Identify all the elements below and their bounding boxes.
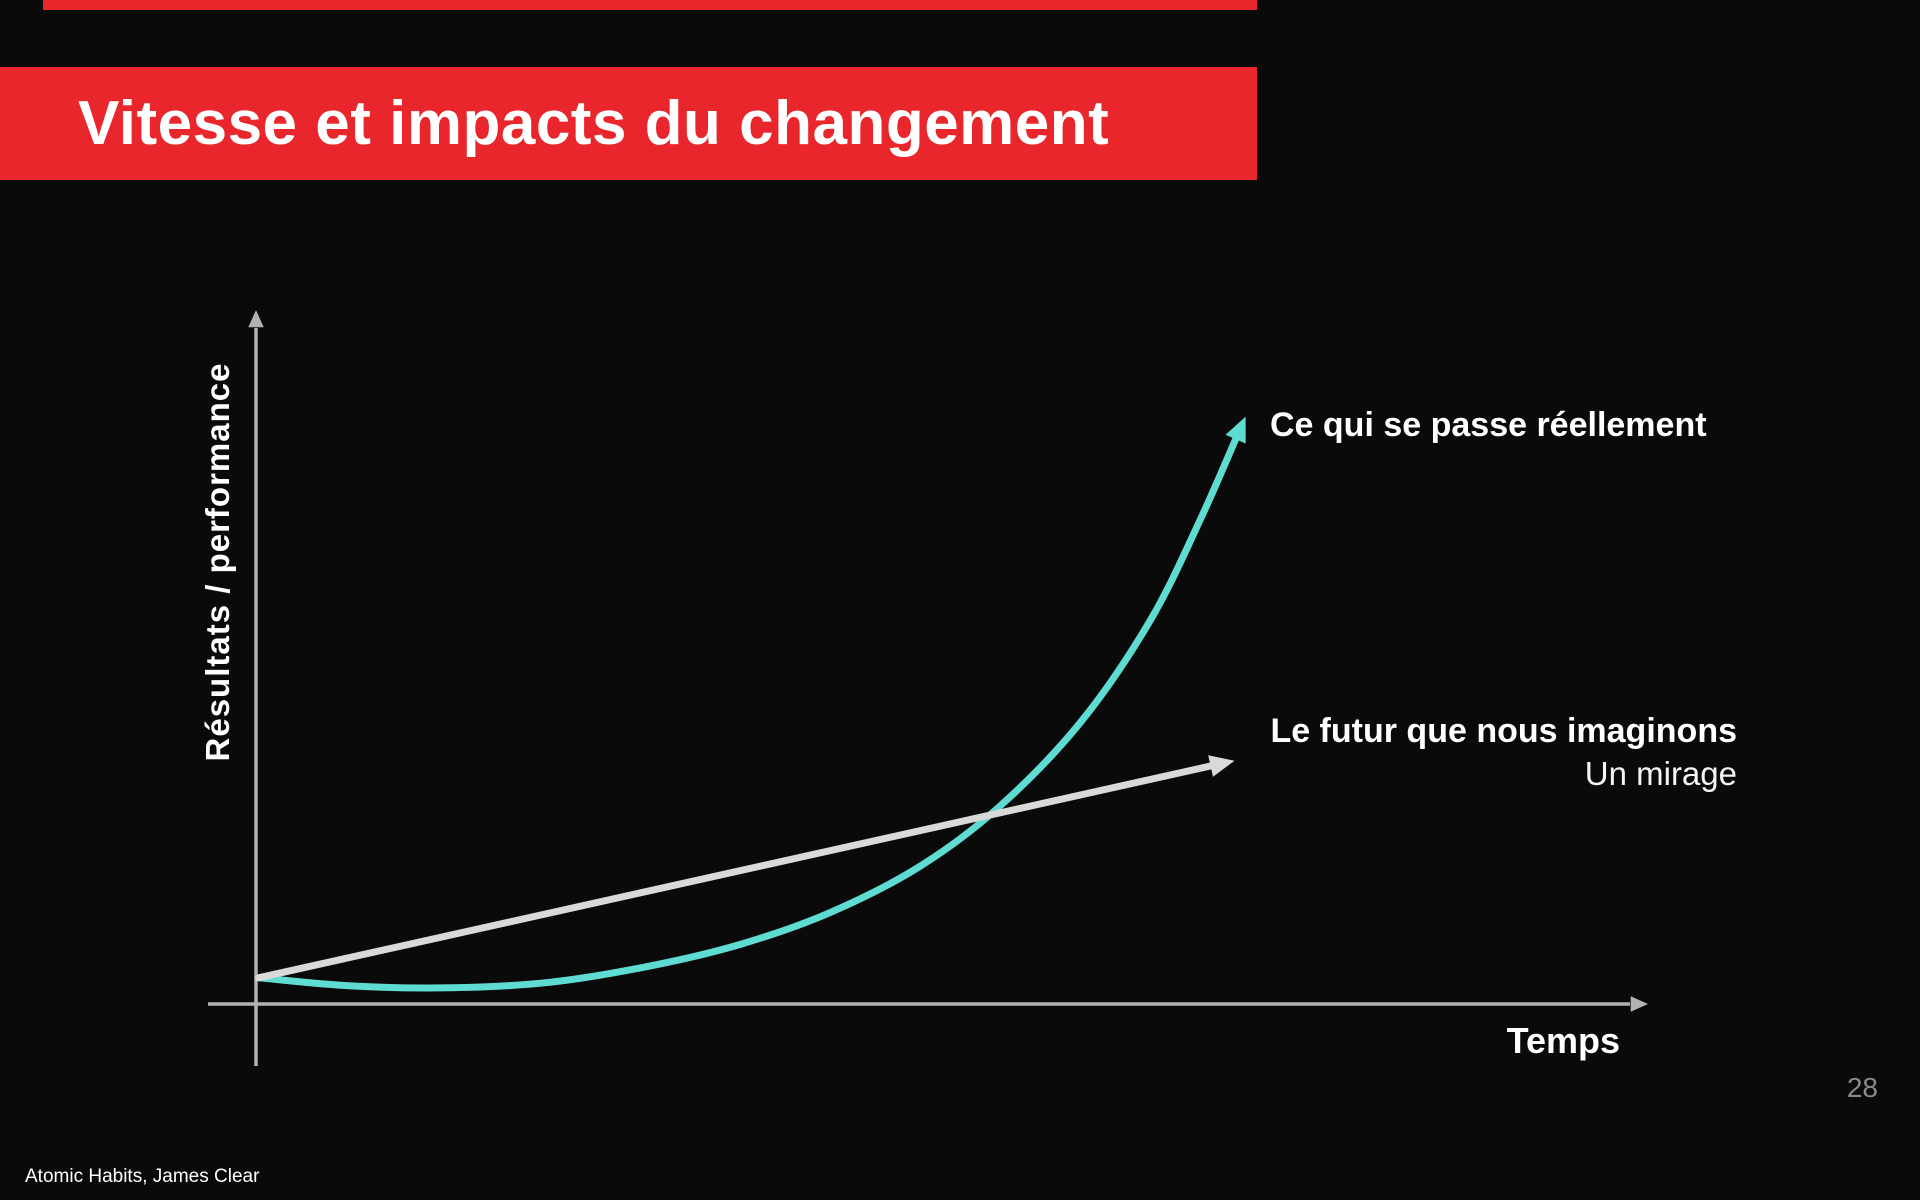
real-curve-arrow-icon [1225, 416, 1246, 444]
x-axis-label: Temps [1506, 1020, 1620, 1061]
x-axis-arrow-icon [1630, 996, 1648, 1012]
annotation-imagined-line1: Le futur que nous imaginons [1270, 712, 1737, 750]
imagined-future-line [255, 761, 1219, 982]
annotation-imagined-future: Le futur que nous imaginons Un mirage [1270, 712, 1737, 793]
page-number: 28 [1846, 1072, 1878, 1103]
y-axis-label: Résultats / performance [199, 362, 236, 762]
title-banner: Vitesse et impacts du changement [0, 67, 1257, 180]
imagined-line-arrow-icon [1208, 755, 1235, 777]
real-progress-curve [255, 431, 1241, 992]
annotation-real-curve: Ce qui se passe réellement [1270, 406, 1707, 444]
y-axis-arrow-icon [248, 310, 264, 328]
page-title: Vitesse et impacts du changement [78, 89, 1110, 158]
annotation-imagined-line2: Un mirage [1584, 755, 1737, 792]
attribution: Atomic Habits, James Clear [25, 1166, 260, 1187]
top-accent-strip [43, 0, 1257, 10]
